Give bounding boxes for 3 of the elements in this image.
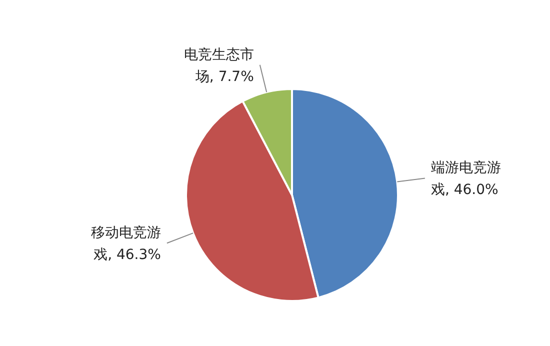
slice-label: 端游电竞游戏, 46.0% xyxy=(430,160,501,198)
slice-label: 电竞生态市场, 7.7% xyxy=(184,46,254,85)
slice-label: 移动电竞游戏, 46.3% xyxy=(90,224,161,263)
